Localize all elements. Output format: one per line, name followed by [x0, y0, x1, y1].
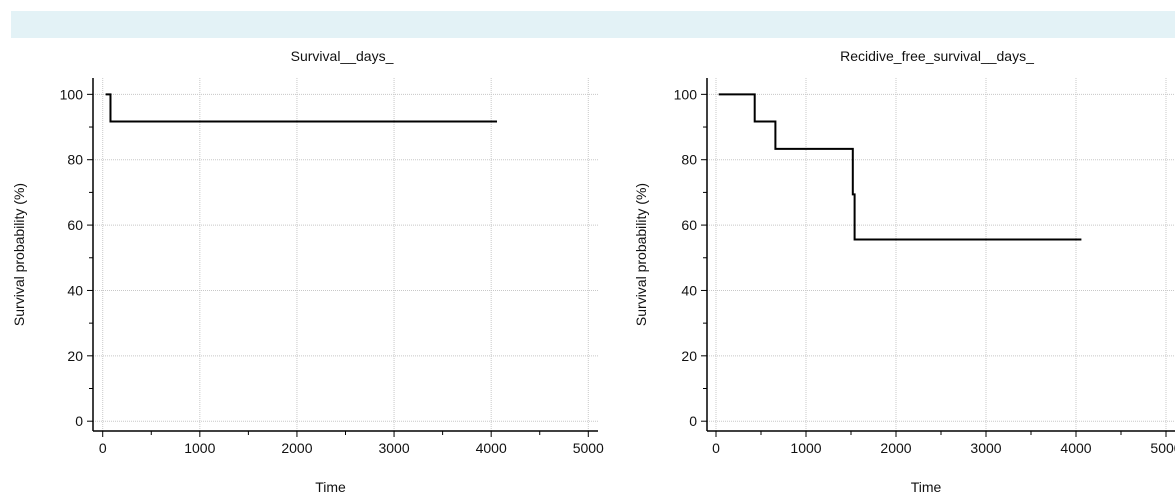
recidive-y-tick-label-100: 100 [674, 86, 698, 102]
survival-x-tick-label-5000: 5000 [573, 440, 604, 456]
survival-x-tick-label-2000: 2000 [281, 440, 312, 456]
survival-y-tick-label-0: 0 [75, 413, 83, 429]
recidive-y-tick-label-0: 0 [689, 413, 697, 429]
chart-title-survival: Survival__days_ [290, 48, 394, 64]
survival-x-tick-label-1000: 1000 [184, 440, 215, 456]
survival-y-tick-label-100: 100 [60, 86, 84, 102]
survival-y-axis-label: Survival probability (%) [11, 183, 27, 326]
recidive-x-axis-label: Time [911, 479, 942, 495]
recidive-y-tick-label-80: 80 [681, 152, 697, 168]
recidive-x-tick-label-5000: 5000 [1150, 440, 1175, 456]
survival-survival-curve-0 [105, 93, 497, 123]
recidive-x-tick-label-3000: 3000 [970, 440, 1001, 456]
recidive-y-tick-label-20: 20 [681, 348, 697, 364]
recidive-y-tick-label-60: 60 [681, 217, 697, 233]
survival-y-tick-label-40: 40 [67, 282, 83, 298]
survival-y-tick-label-20: 20 [67, 348, 83, 364]
recidive-y-axis-label: Survival probability (%) [633, 183, 649, 326]
recidive-x-tick-label-2000: 2000 [880, 440, 911, 456]
recidive-x-tick-label-0: 0 [712, 440, 720, 456]
header-band [11, 11, 1175, 38]
recidive-x-tick-label-1000: 1000 [790, 440, 821, 456]
survival-x-tick-label-4000: 4000 [476, 440, 507, 456]
survival-y-tick-label-80: 80 [67, 152, 83, 168]
recidive-survival-curve-0 [718, 93, 1082, 241]
recidive-y-tick-label-40: 40 [681, 282, 697, 298]
survival-y-tick-label-60: 60 [67, 217, 83, 233]
survival-x-axis-label: Time [315, 479, 346, 495]
survival-x-tick-label-0: 0 [99, 440, 107, 456]
recidive-x-tick-label-4000: 4000 [1060, 440, 1091, 456]
survival-x-tick-label-3000: 3000 [378, 440, 409, 456]
chart-title-recidive-free-survival: Recidive_free_survival__days_ [840, 48, 1034, 64]
